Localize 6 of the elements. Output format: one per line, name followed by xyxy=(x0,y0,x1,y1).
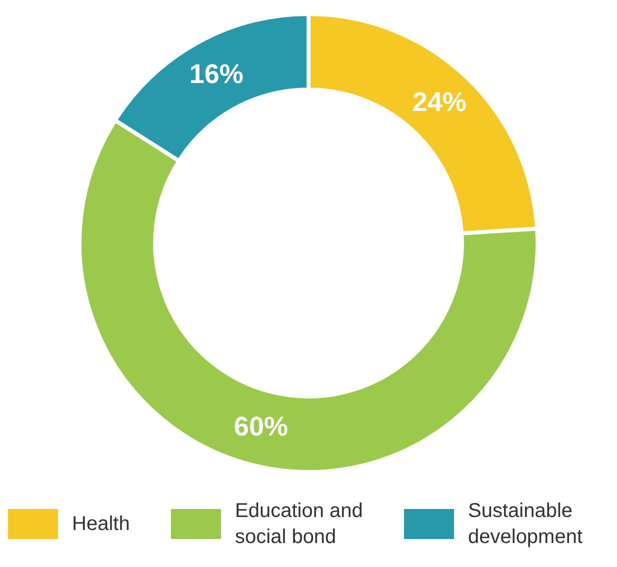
legend-label: Health xyxy=(72,512,131,537)
data-label: 24% xyxy=(412,87,466,118)
data-label: 16% xyxy=(189,58,244,89)
legend-label: Sustainable development xyxy=(468,499,584,550)
legend-label: Education and social bond xyxy=(235,499,364,550)
data-label: 60% xyxy=(234,412,288,442)
